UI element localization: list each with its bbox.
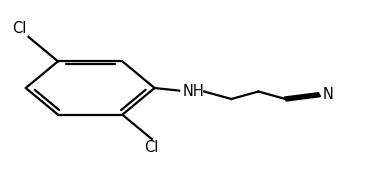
Text: N: N xyxy=(322,87,333,102)
Text: Cl: Cl xyxy=(145,140,159,155)
Text: Cl: Cl xyxy=(12,21,27,36)
Text: NH: NH xyxy=(182,84,204,99)
